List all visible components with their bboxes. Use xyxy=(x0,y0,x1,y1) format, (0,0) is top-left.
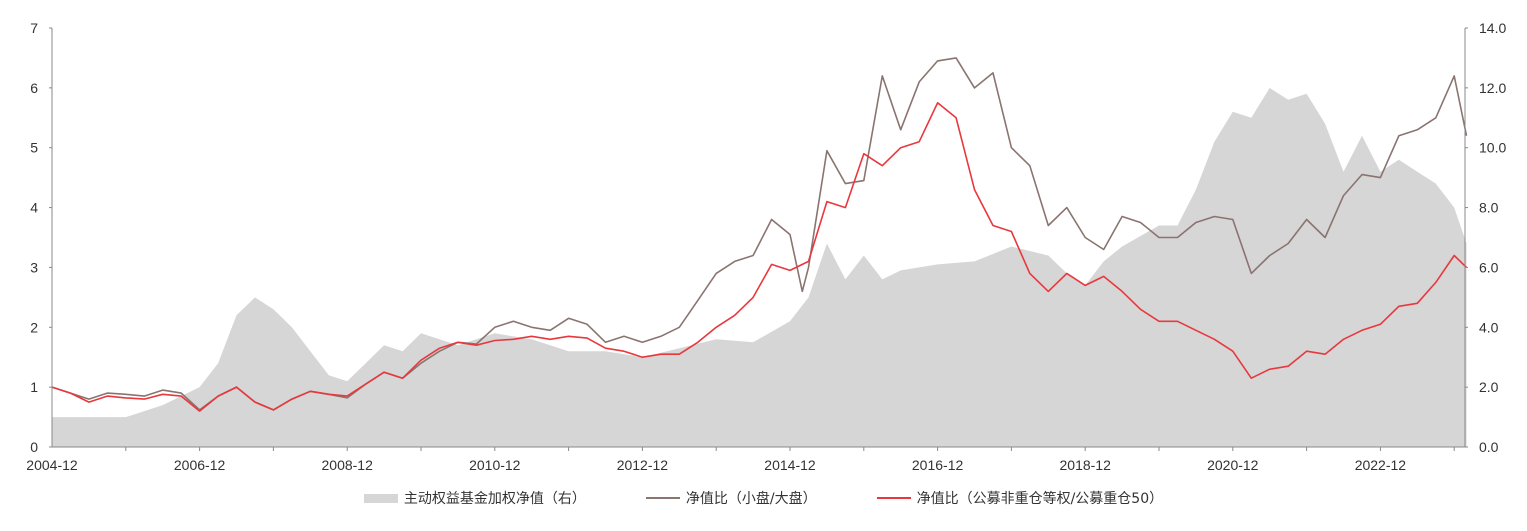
left-tick-label: 7 xyxy=(30,20,38,36)
series-line-nonheavy-heavy xyxy=(51,102,1468,412)
right-tick-label: 10.0 xyxy=(1479,140,1506,156)
x-tick-label: 2016-12 xyxy=(912,457,964,473)
x-tick-label: 2008-12 xyxy=(322,457,374,473)
legend-label-red: 净值比（公募非重仓等权/公募重仓50） xyxy=(916,491,1164,507)
legend-label-area: 主动权益基金加权净值（右） xyxy=(403,491,586,507)
legend: 主动权益基金加权净值（右） 净值比（小盘/大盘） 净值比（公募非重仓等权/公募重… xyxy=(0,488,1527,508)
legend-item-red: 净值比（公募非重仓等权/公募重仓50） xyxy=(876,488,1164,508)
right-tick-label: 2.0 xyxy=(1479,379,1499,395)
series-area-fund-nav xyxy=(52,87,1467,448)
legend-swatch-red xyxy=(876,497,911,499)
x-tick-label: 2006-12 xyxy=(174,457,226,473)
right-tick-label: 4.0 xyxy=(1479,319,1499,335)
legend-item-small-large: 净值比（小盘/大盘） xyxy=(645,488,817,508)
legend-swatch-area xyxy=(363,493,398,503)
x-tick-label: 2022-12 xyxy=(1355,457,1407,473)
left-tick-label: 5 xyxy=(30,140,38,156)
left-tick-label: 4 xyxy=(30,200,38,216)
x-tick-label: 2014-12 xyxy=(764,457,816,473)
legend-swatch-small-large xyxy=(645,497,680,499)
left-tick-label: 0 xyxy=(30,439,38,455)
axes-layer: 0 1 2 3 4 5 6 7 0.0 2.0 4.0 6.0 8.0 10.0 12.0 14.0 2004-… xyxy=(26,20,1506,473)
right-tick-label: 6.0 xyxy=(1479,259,1499,275)
area-layer xyxy=(52,87,1467,448)
legend-item-area: 主动权益基金加权净值（右） xyxy=(363,488,586,508)
lines-layer xyxy=(51,57,1468,412)
legend-label-small-large: 净值比（小盘/大盘） xyxy=(685,491,817,507)
x-tick-label: 2018-12 xyxy=(1060,457,1112,473)
right-tick-label: 8.0 xyxy=(1479,200,1499,216)
left-tick-label: 6 xyxy=(30,80,38,96)
x-tick-label: 2010-12 xyxy=(469,457,521,473)
left-tick-label: 3 xyxy=(30,259,38,275)
right-tick-label: 0.0 xyxy=(1479,439,1499,455)
right-tick-label: 12.0 xyxy=(1479,80,1506,96)
x-tick-label: 2012-12 xyxy=(617,457,669,473)
left-tick-label: 1 xyxy=(30,379,38,395)
x-tick-label: 2004-12 xyxy=(26,457,78,473)
x-tick-label: 2020-12 xyxy=(1207,457,1259,473)
right-tick-label: 14.0 xyxy=(1479,20,1506,36)
left-tick-label: 2 xyxy=(30,319,38,335)
